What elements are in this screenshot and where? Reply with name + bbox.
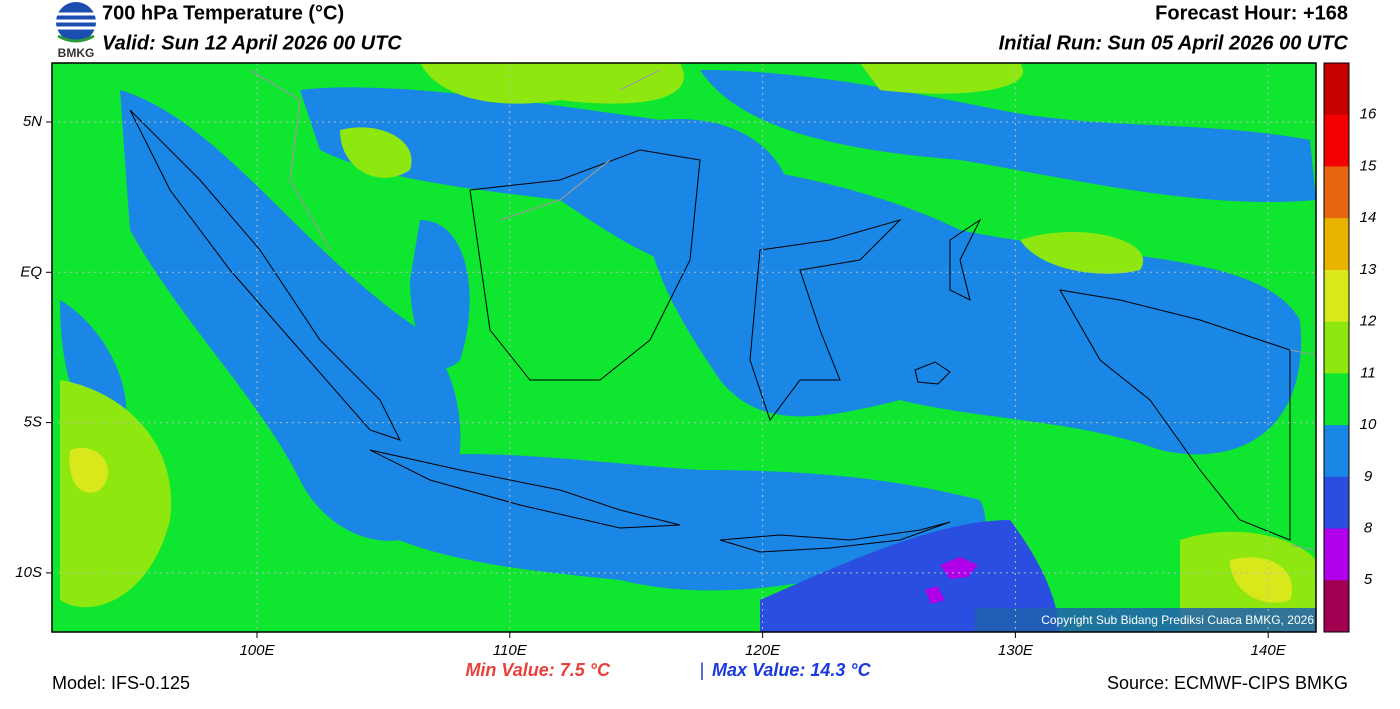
colorbar-frame <box>1323 62 1350 633</box>
lat-label: 5S <box>24 414 42 431</box>
lon-label: 110E <box>493 642 528 659</box>
model: Model: IFS-0.125 <box>52 673 190 693</box>
forecast-hour: Forecast Hour: +168 <box>1155 2 1348 24</box>
colorbar-label: 12 <box>1360 313 1377 330</box>
graticule: 5N EQ 5S 10S 100E 110E 120E 130E 140E <box>15 63 1316 659</box>
source: Source: ECMWF-CIPS BMKG <box>1107 673 1348 693</box>
title: 700 hPa Temperature (°C) <box>102 2 344 24</box>
colorbar-segment <box>1324 476 1349 530</box>
separator: | <box>700 660 705 680</box>
colorbar-segment <box>1324 580 1349 633</box>
max-value: Max Value: 14.3 °C <box>712 660 872 680</box>
lon-label: 130E <box>998 642 1034 659</box>
colorbar-segment <box>1324 63 1349 116</box>
lat-label: 10S <box>15 564 42 581</box>
valid-time: Valid: Sun 12 April 2026 00 UTC <box>102 32 402 54</box>
colorbar: 16 15 14 13 12 11 10 9 8 5 <box>1323 62 1377 633</box>
colorbar-label: 9 <box>1364 468 1373 485</box>
colorbar-segment <box>1324 269 1349 323</box>
colorbar-label: 11 <box>1360 364 1376 381</box>
copyright: Copyright Sub Bidang Prediksi Cuaca BMKG… <box>1041 613 1314 627</box>
colorbar-segment <box>1324 528 1349 581</box>
colorbar-segment <box>1324 425 1349 478</box>
colorbar-label: 8 <box>1364 520 1373 537</box>
logo-text: BMKG <box>58 46 95 60</box>
colorbar-segment <box>1324 114 1349 167</box>
colorbar-label: 15 <box>1360 157 1377 174</box>
lat-label: 5N <box>23 113 42 130</box>
colorbar-label: 13 <box>1360 261 1377 278</box>
colorbar-segment <box>1324 321 1349 374</box>
colorbar-label: 5 <box>1364 571 1373 588</box>
min-value: Min Value: 7.5 °C <box>465 660 611 680</box>
initial-run: Initial Run: Sun 05 April 2026 00 UTC <box>999 32 1349 54</box>
lon-label: 100E <box>239 642 275 659</box>
map-frame <box>51 62 1317 633</box>
colorbar-segment <box>1324 166 1349 219</box>
lat-label: EQ <box>20 263 42 280</box>
colorbar-label: 10 <box>1360 416 1377 433</box>
colorbar-label: 14 <box>1360 209 1377 226</box>
colorbar-segment <box>1324 373 1349 426</box>
lon-label: 140E <box>1251 642 1287 659</box>
map-field: Copyright Sub Bidang Prediksi Cuaca BMKG… <box>52 63 1316 632</box>
logo: BMKG <box>56 2 96 60</box>
lon-label: 120E <box>745 642 781 659</box>
colorbar-segment <box>1324 218 1349 271</box>
colorbar-label: 16 <box>1360 106 1377 123</box>
